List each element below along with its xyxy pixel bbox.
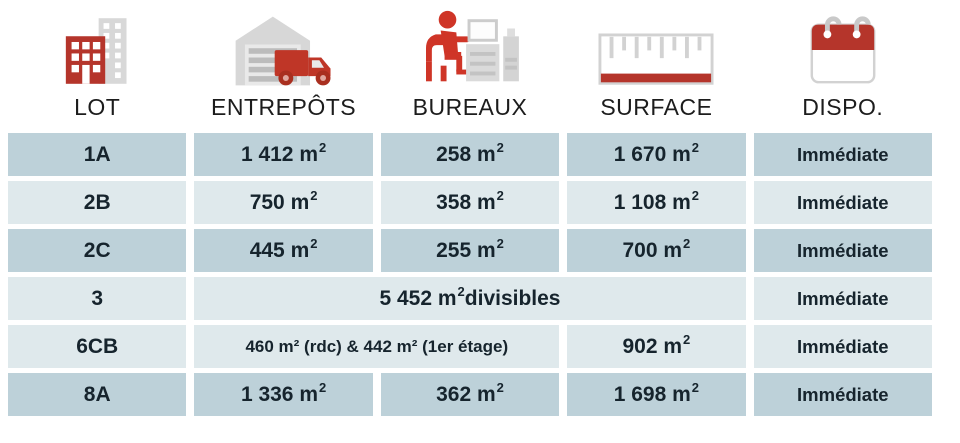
lots-availability-table: LOT — [8, 0, 932, 416]
column-header-lot: LOT — [8, 0, 186, 130]
dispo-cell: Immédiate — [753, 325, 932, 368]
column-label-bureaux: BUREAUX — [412, 94, 528, 121]
dispo-cell: Immédiate — [753, 373, 932, 416]
column-label-dispo: DISPO. — [802, 94, 884, 121]
column-header-surface: SURFACE — [567, 0, 745, 130]
dispo-cell: Immédiate — [753, 229, 932, 272]
table-header: LOT — [8, 0, 932, 130]
dispo-cell: Immédiate — [753, 181, 932, 224]
column-label-lot: LOT — [74, 94, 121, 121]
office-desk-icon — [415, 8, 525, 94]
dispo-cell: Immédiate — [753, 277, 932, 320]
column-label-entrepots: ENTREPÔTS — [211, 94, 357, 121]
calendar-icon — [804, 8, 882, 94]
building-icon — [56, 8, 138, 94]
lot-cell: 2B — [8, 181, 187, 224]
ruler-icon — [597, 8, 715, 94]
column-header-bureaux: BUREAUX — [381, 0, 559, 130]
lot-cell: 8A — [8, 373, 187, 416]
lot-cell: 2C — [8, 229, 187, 272]
value-cell: 460 m² (rdc) & 442 m² (1er étage) — [194, 325, 560, 368]
column-header-entrepots: ENTREPÔTS — [194, 0, 372, 130]
warehouse-truck-icon — [230, 8, 338, 94]
lot-cell: 1A — [8, 133, 187, 176]
dispo-cell: Immédiate — [753, 133, 932, 176]
lot-cell: 3 — [8, 277, 187, 320]
column-header-dispo: DISPO. — [754, 0, 932, 130]
lot-cell: 6CB — [8, 325, 187, 368]
column-label-surface: SURFACE — [600, 94, 713, 121]
